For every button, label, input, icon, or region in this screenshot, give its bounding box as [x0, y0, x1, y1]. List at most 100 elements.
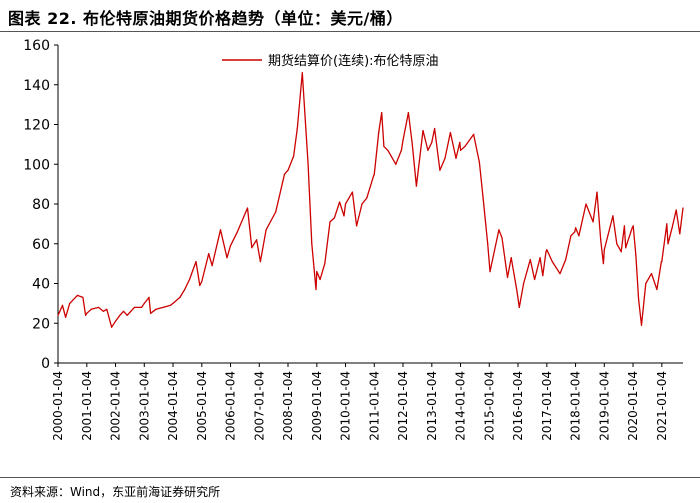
data-point: [671, 227, 673, 229]
x-tick-label: 2021-01-04: [655, 371, 669, 441]
x-tick-label: 2000-01-04: [51, 371, 65, 441]
data-point: [162, 306, 164, 308]
x-tick-label: 2020-01-04: [626, 371, 640, 441]
data-point: [293, 155, 295, 157]
legend: 期货结算价(连续):布伦特原油: [222, 53, 439, 69]
data-point: [603, 249, 605, 251]
data-point: [612, 215, 614, 217]
y-tick-label: 40: [32, 277, 50, 293]
data-point: [143, 302, 145, 304]
legend-label: 期货结算价(连续):布伦特原油: [268, 53, 439, 69]
x-tick-label: 2018-01-04: [569, 371, 583, 441]
data-point: [133, 306, 135, 308]
data-point: [574, 231, 576, 233]
data-point: [407, 112, 409, 114]
data-point: [402, 139, 404, 141]
x-tick-label: 2007-01-04: [252, 371, 266, 441]
data-point: [623, 225, 626, 227]
data-point: [478, 161, 480, 163]
data-point: [682, 207, 684, 209]
data-point: [265, 229, 267, 231]
y-tick-label: 160: [23, 38, 50, 54]
data-point: [427, 149, 429, 151]
data-point: [666, 223, 668, 225]
data-point: [114, 320, 117, 322]
data-point: [378, 131, 380, 134]
data-point: [65, 316, 67, 318]
y-tick-label: 0: [41, 356, 50, 372]
data-point: [155, 308, 157, 310]
x-tick-label: 2015-01-04: [482, 371, 496, 441]
data-point: [373, 173, 375, 175]
data-point: [640, 324, 643, 326]
data-point: [61, 304, 64, 306]
data-point: [596, 191, 598, 193]
data-point: [211, 265, 213, 267]
data-point: [506, 276, 509, 279]
data-point: [122, 310, 125, 312]
data-point: [251, 247, 253, 249]
data-point: [172, 302, 174, 304]
data-point: [632, 225, 634, 227]
data-point: [455, 157, 457, 159]
data-point: [208, 253, 210, 255]
data-point: [256, 239, 258, 241]
x-tick-label: 2004-01-04: [166, 371, 180, 441]
data-point: [344, 203, 347, 205]
data-point: [275, 211, 277, 213]
data-point: [635, 255, 637, 257]
chart-title: 图表 22. 布伦特原油期货价格趋势（单位：美元/桶）: [8, 9, 403, 28]
x-tick-label: 2009-01-04: [310, 371, 324, 441]
data-point: [188, 278, 191, 281]
x-tick-label: 2005-01-04: [195, 371, 209, 441]
data-point: [287, 169, 289, 171]
data-point: [390, 155, 392, 157]
data-point: [199, 284, 201, 287]
data-point: [86, 312, 88, 314]
data-point: [311, 243, 313, 245]
x-axis-ticks: 2000-01-04 2001-01-04 2002-01-04 2003-01-04…: [51, 363, 669, 441]
x-tick-label: 2008-01-04: [281, 371, 295, 441]
data-point: [356, 225, 358, 227]
data-point: [592, 221, 594, 223]
data-point: [141, 306, 143, 308]
data-point: [551, 261, 553, 263]
data-point: [600, 239, 602, 241]
x-tick-label: 2016-01-04: [511, 371, 525, 441]
data-point: [383, 145, 385, 147]
data-point: [516, 290, 518, 292]
data-point: [487, 243, 489, 245]
data-point: [534, 278, 536, 281]
data-point: [366, 197, 368, 199]
data-point: [661, 261, 663, 263]
data-point: [434, 127, 436, 130]
data-point: [518, 306, 520, 308]
data-point: [620, 251, 622, 253]
data-point: [542, 275, 544, 277]
data-point: [585, 203, 587, 205]
series-line: [57, 72, 684, 328]
data-point: [395, 163, 397, 165]
data-point: [82, 296, 84, 298]
footer-divider: [0, 477, 700, 478]
data-point: [236, 231, 238, 233]
x-tick-label: 2014-01-04: [454, 371, 468, 441]
data-point: [570, 235, 572, 237]
data-point: [195, 261, 197, 263]
data-point: [565, 259, 567, 261]
x-tick-label: 2012-01-04: [396, 371, 410, 441]
data-point: [259, 261, 261, 263]
data-point: [119, 314, 121, 316]
y-tick-label: 80: [32, 197, 50, 213]
x-tick-label: 2019-01-04: [597, 371, 611, 441]
x-tick-label: 2011-01-04: [367, 371, 381, 441]
x-tick-label: 2001-01-04: [80, 371, 94, 441]
data-point: [343, 215, 345, 217]
data-point: [575, 227, 577, 229]
data-point: [76, 294, 78, 296]
y-tick-label: 20: [32, 316, 50, 332]
x-tick-label: 2013-01-04: [425, 371, 439, 441]
data-point: [201, 280, 203, 283]
data-point: [319, 278, 321, 281]
data-point: [529, 259, 531, 261]
